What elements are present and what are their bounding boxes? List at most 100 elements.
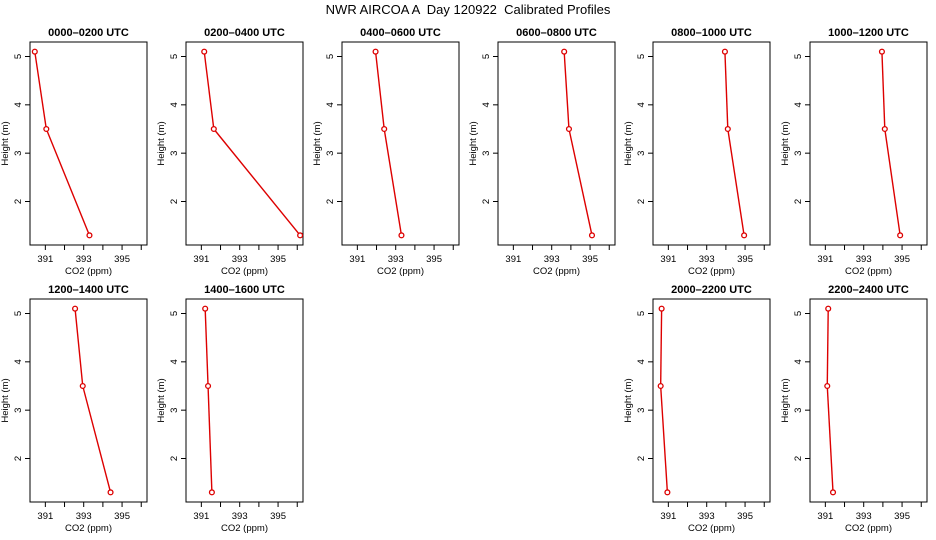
y-tick-label: 3	[793, 151, 804, 156]
y-axis-label: Height (m)	[468, 121, 479, 165]
profile-line-segment	[881, 51, 886, 130]
profile-point	[205, 382, 212, 390]
profile-point	[658, 305, 665, 312]
y-tick-label: 3	[636, 151, 647, 156]
x-tick-label: 391	[660, 511, 676, 522]
panel-title: 1000–1200 UTC	[828, 27, 909, 39]
plot-frame	[185, 41, 304, 246]
x-tick-label: 391	[193, 254, 209, 265]
profile-point	[297, 232, 304, 239]
profile-point	[721, 48, 728, 55]
profile-line-segment	[74, 308, 84, 387]
panel-title: 2200–2400 UTC	[828, 284, 909, 296]
y-tick-label: 2	[13, 456, 24, 461]
profile-point	[372, 48, 379, 55]
profile-point	[79, 382, 86, 390]
profile-line-segment	[826, 385, 834, 493]
profile-line-segment	[659, 308, 663, 387]
profile-point	[31, 48, 38, 55]
x-tick-label: 395	[114, 511, 130, 522]
x-tick-label: 393	[699, 511, 715, 522]
profile-point	[210, 125, 217, 133]
profile-point	[741, 232, 748, 239]
profile-point	[825, 305, 832, 312]
y-tick-label: 5	[13, 54, 24, 59]
profile-point	[881, 125, 888, 133]
y-axis-label: Height (m)	[0, 378, 11, 422]
y-tick-label: 4	[169, 359, 180, 364]
y-tick-label: 4	[793, 359, 804, 364]
profile-line-segment	[204, 308, 209, 387]
y-axis-label: Height (m)	[623, 121, 634, 165]
x-tick-label: 391	[660, 254, 676, 265]
x-tick-label: 395	[582, 254, 598, 265]
y-tick-label: 5	[793, 54, 804, 59]
profile-point	[897, 232, 904, 239]
y-tick-label: 4	[325, 102, 336, 107]
x-tick-label: 391	[817, 254, 833, 265]
x-tick-label: 395	[114, 254, 130, 265]
y-tick-label: 2	[169, 456, 180, 461]
x-axis-label: CO2 (ppm)	[377, 266, 424, 277]
profile-point	[72, 305, 79, 312]
profile-line-segment	[884, 128, 901, 236]
y-tick-label: 2	[793, 456, 804, 461]
y-tick-label: 3	[13, 151, 24, 156]
y-tick-label: 2	[169, 199, 180, 204]
profile-point	[724, 125, 731, 133]
profile-line-segment	[659, 385, 669, 493]
y-tick-label: 4	[793, 102, 804, 107]
y-tick-label: 3	[481, 151, 492, 156]
y-tick-label: 4	[636, 359, 647, 364]
profile-panel: 2200–2400 UTC 391 393 395 2 3 4 5 CO2 (ppm) Heigh…	[780, 284, 928, 534]
x-tick-label: 395	[894, 511, 910, 522]
x-tick-label: 395	[894, 254, 910, 265]
x-tick-label: 391	[37, 511, 53, 522]
profile-panel: 1400–1600 UTC 391 393 395 2 3 4 5 CO2 (ppm) Heigh…	[156, 284, 304, 534]
y-tick-label: 3	[13, 408, 24, 413]
profile-panel: 0200–0400 UTC 391 393 395 2 3 4 5 CO2 (ppm) Heigh…	[156, 27, 304, 277]
y-tick-label: 3	[793, 408, 804, 413]
x-tick-label: 393	[388, 254, 404, 265]
profile-line-segment	[374, 51, 385, 130]
x-tick-label: 395	[737, 254, 753, 265]
y-tick-label: 5	[636, 311, 647, 316]
profile-line-segment	[207, 385, 213, 493]
y-tick-label: 2	[481, 199, 492, 204]
profile-point	[878, 48, 885, 55]
plot-frame	[29, 41, 148, 246]
y-tick-label: 4	[169, 102, 180, 107]
plot-frame	[652, 298, 771, 503]
x-axis-label: CO2 (ppm)	[65, 523, 112, 534]
y-tick-label: 5	[13, 311, 24, 316]
profile-line-segment	[213, 128, 301, 236]
x-tick-label: 393	[544, 254, 560, 265]
y-tick-label: 5	[325, 54, 336, 59]
profile-point	[561, 48, 568, 55]
profile-panel: 1200–1400 UTC 391 393 395 2 3 4 5 CO2 (ppm) Heigh…	[0, 284, 148, 534]
profile-panel: 1000–1200 UTC 391 393 395 2 3 4 5 CO2 (ppm) Heigh…	[780, 27, 928, 277]
x-tick-label: 395	[270, 254, 286, 265]
y-tick-label: 2	[13, 199, 24, 204]
x-axis-label: CO2 (ppm)	[845, 266, 892, 277]
profile-panel: 0600–0800 UTC 391 393 395 2 3 4 5 CO2 (ppm) Heigh…	[468, 27, 616, 277]
y-tick-label: 3	[169, 408, 180, 413]
profile-panel: 2000–2200 UTC 391 393 395 2 3 4 5 CO2 (ppm) Heigh…	[623, 284, 771, 534]
y-tick-label: 5	[636, 54, 647, 59]
y-tick-label: 4	[13, 359, 24, 364]
y-axis-label: Height (m)	[156, 378, 167, 422]
profile-point	[381, 125, 388, 133]
x-tick-label: 393	[232, 254, 248, 265]
profile-line-segment	[727, 128, 745, 236]
profile-point	[43, 125, 50, 133]
x-tick-label: 395	[426, 254, 442, 265]
panel-title: 2000–2200 UTC	[671, 284, 752, 296]
x-tick-label: 393	[232, 511, 248, 522]
x-tick-label: 393	[76, 511, 92, 522]
profile-point	[824, 382, 831, 390]
y-tick-label: 2	[636, 199, 647, 204]
x-tick-label: 391	[193, 511, 209, 522]
panel-title: 0400–0600 UTC	[360, 27, 441, 39]
x-axis-label: CO2 (ppm)	[221, 523, 268, 534]
